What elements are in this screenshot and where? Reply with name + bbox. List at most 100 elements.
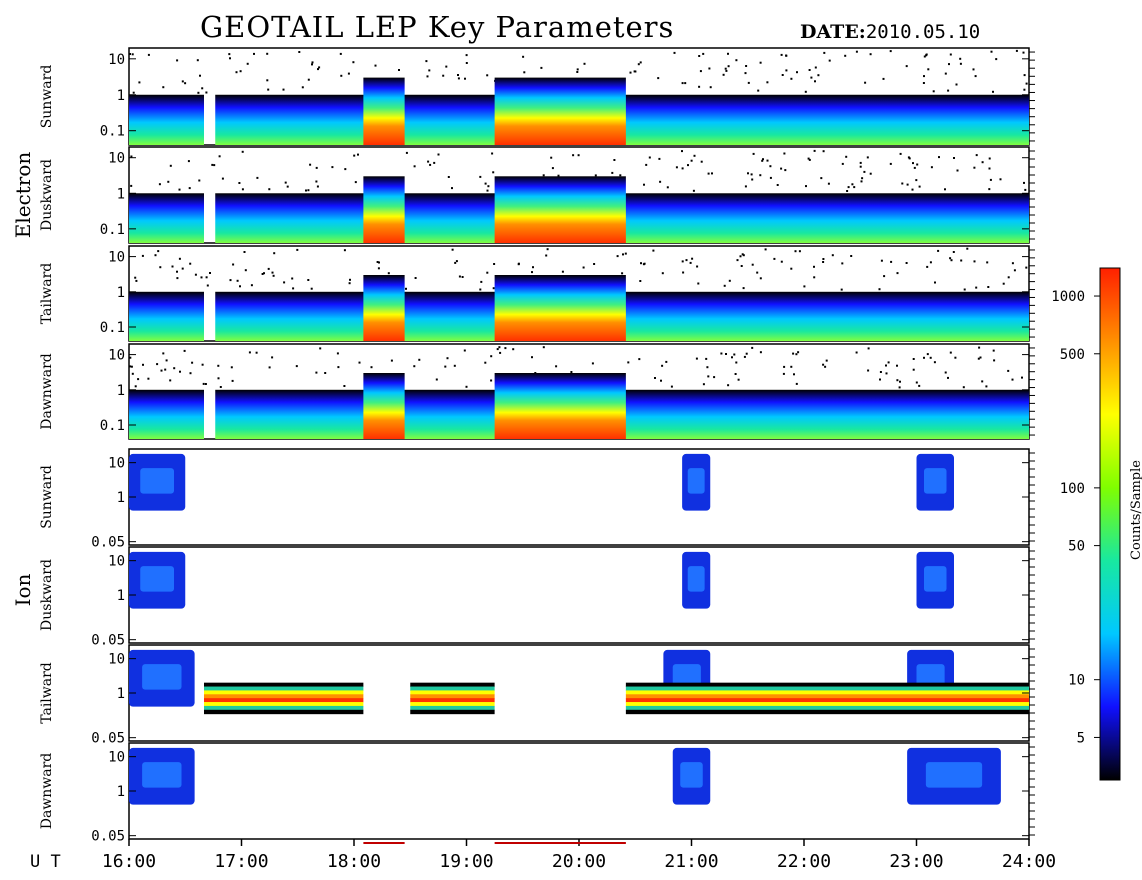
noise-speck <box>822 363 825 366</box>
noise-speck <box>465 62 468 64</box>
noise-speck <box>189 372 192 375</box>
noise-speck <box>896 272 899 275</box>
noise-speck <box>955 83 958 86</box>
noise-speck <box>343 385 346 387</box>
noise-speck <box>445 65 448 68</box>
noise-speck <box>455 260 458 263</box>
noise-speck <box>353 154 356 157</box>
noise-speck <box>905 262 908 264</box>
noise-speck <box>307 78 310 81</box>
noise-speck <box>546 248 549 251</box>
noise-speck <box>331 166 334 169</box>
noise-speck <box>978 346 981 349</box>
x-tick-label: 22:00 <box>777 851 831 872</box>
noise-speck <box>315 166 318 169</box>
noise-speck <box>859 161 862 164</box>
noise-speck <box>824 365 827 368</box>
noise-speck <box>808 69 811 71</box>
group-label-ion: Ion <box>11 573 35 606</box>
noise-speck <box>324 372 327 374</box>
noise-speck <box>593 263 596 265</box>
noise-speck <box>493 263 496 265</box>
noise-speck <box>930 166 933 169</box>
noise-speck <box>814 80 816 83</box>
noise-speck <box>937 249 940 252</box>
noise-speck <box>959 62 962 65</box>
noise-speck <box>956 169 959 172</box>
noise-speck <box>932 90 935 93</box>
noise-speck <box>690 159 693 162</box>
noise-speck <box>272 274 275 277</box>
noise-speck <box>727 52 729 55</box>
noise-speck <box>376 261 379 263</box>
x-tick-label: 23:00 <box>889 851 943 872</box>
noise-speck <box>198 179 201 182</box>
noise-speck <box>769 176 772 179</box>
noise-speck <box>773 257 776 260</box>
noise-speck <box>637 63 640 66</box>
noise-speck <box>131 53 134 56</box>
ion-band-stripe <box>625 698 1029 703</box>
noise-speck <box>665 360 668 363</box>
noise-speck <box>986 261 989 264</box>
noise-speck <box>176 277 179 280</box>
noise-speck <box>295 365 298 368</box>
y-tick-label: 1 <box>117 88 125 104</box>
noise-speck <box>901 182 904 185</box>
noise-speck <box>454 261 457 264</box>
panel-label: Dawnward <box>39 353 55 430</box>
ion-burst-core <box>924 468 947 494</box>
noise-speck <box>531 271 533 274</box>
noise-speck <box>582 266 585 269</box>
noise-speck <box>344 168 347 171</box>
noise-speck <box>1024 188 1027 191</box>
noise-speck <box>744 72 747 75</box>
ion-band-stripe <box>625 686 1029 691</box>
noise-speck <box>343 249 346 252</box>
noise-speck <box>244 269 247 272</box>
noise-speck <box>727 65 730 68</box>
noise-speck <box>268 188 271 191</box>
noise-speck <box>944 188 946 191</box>
noise-speck <box>307 279 310 281</box>
y-tick-label: 1 <box>117 490 125 506</box>
noise-speck <box>301 86 304 89</box>
noise-speck <box>823 51 826 54</box>
y-tick-label: 0.05 <box>91 535 125 551</box>
noise-speck <box>756 271 759 274</box>
noise-speck <box>319 347 322 350</box>
panel-label: Duskward <box>39 159 55 231</box>
noise-speck <box>999 178 1002 181</box>
noise-speck <box>479 175 482 178</box>
noise-speck <box>253 52 255 55</box>
noise-speck <box>742 287 745 290</box>
noise-speck <box>191 361 194 364</box>
noise-speck <box>291 277 294 280</box>
noise-speck <box>171 265 174 268</box>
y-tick-label: 10 <box>108 456 125 472</box>
noise-speck <box>785 54 788 57</box>
noise-speck <box>740 265 743 267</box>
date-readout: DATE:2010.05.10 <box>800 21 980 43</box>
panels-layer: 10 1 0.1 Sunward 10 1 0.1 Duskward 10 1 0.1 Tailwar… <box>39 47 1035 845</box>
noise-speck <box>390 359 393 362</box>
noise-speck <box>189 262 192 265</box>
colorbar-label: Counts/Sample <box>1129 460 1142 560</box>
noise-speck <box>923 356 925 359</box>
noise-speck <box>889 50 892 53</box>
noise-speck <box>429 163 432 166</box>
noise-speck <box>194 273 197 276</box>
noise-speck <box>1023 74 1026 77</box>
noise-speck <box>959 57 962 60</box>
noise-speck <box>659 180 662 183</box>
noise-speck <box>790 267 793 270</box>
x-tick-label: 19:00 <box>439 851 493 872</box>
y-tick-label: 10 <box>108 652 125 668</box>
noise-speck <box>926 353 929 356</box>
noise-speck <box>231 379 234 382</box>
noise-speck <box>869 53 872 56</box>
noise-speck <box>217 364 220 367</box>
noise-speck <box>621 272 624 275</box>
noise-speck <box>204 383 207 385</box>
